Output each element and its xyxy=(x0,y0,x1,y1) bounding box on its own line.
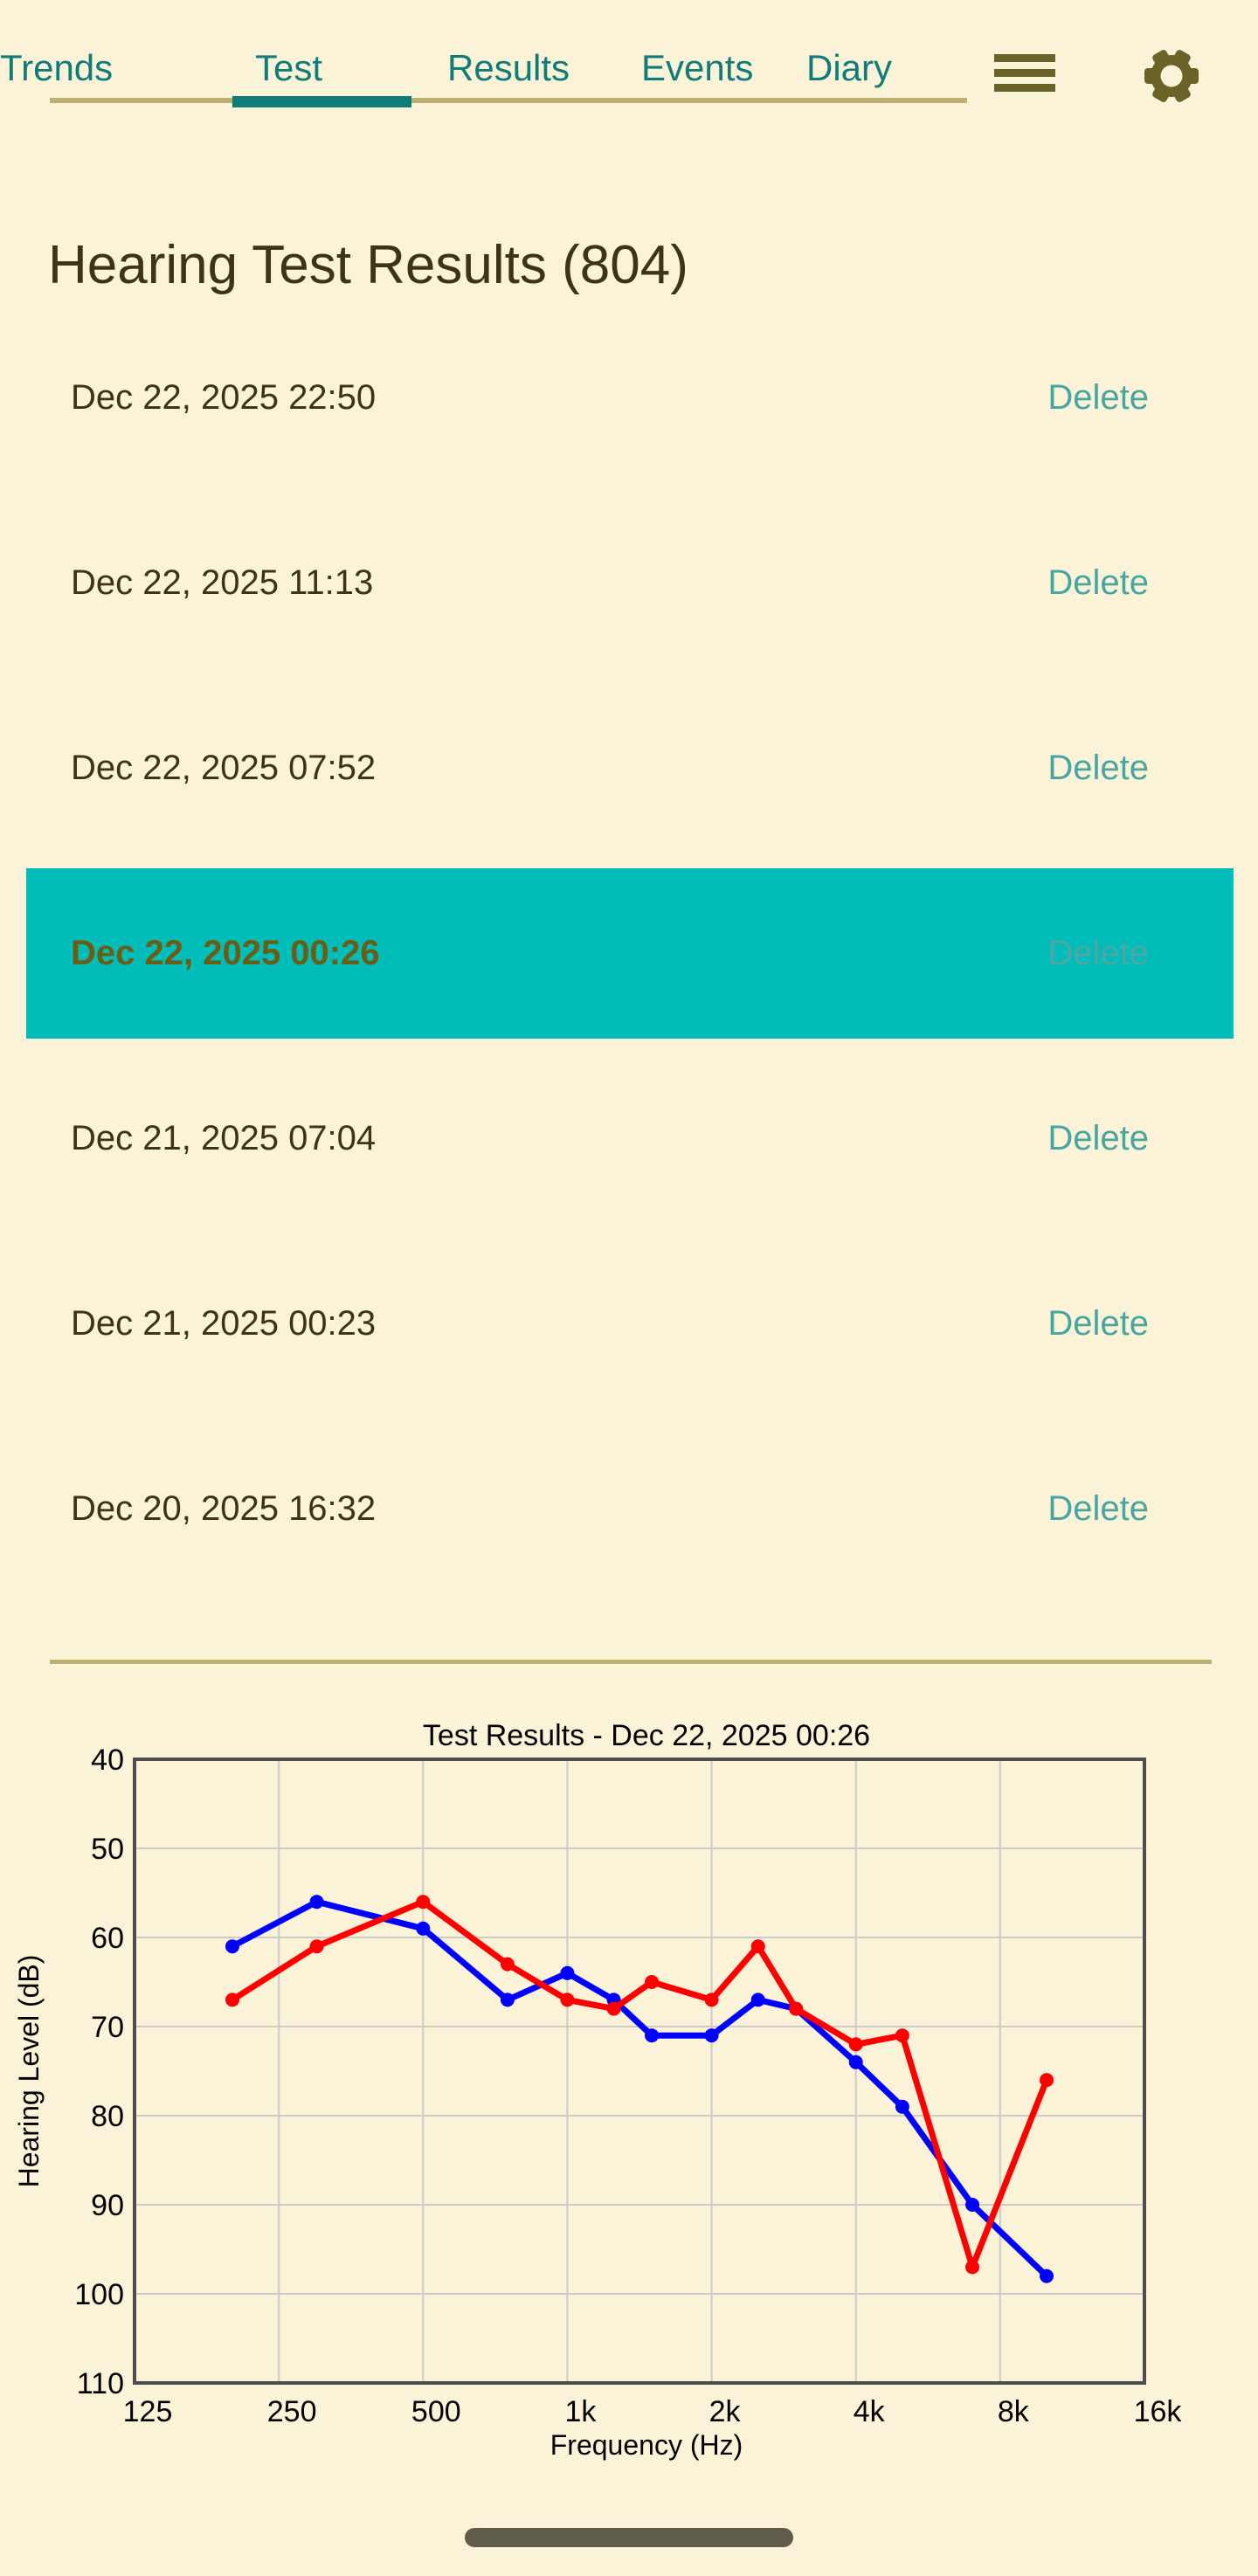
tab-trends[interactable]: Trends xyxy=(0,47,114,88)
result-row-selected[interactable]: Dec 22, 2025 00:26 Delete xyxy=(26,868,1234,1039)
delete-button[interactable]: Delete xyxy=(1047,563,1149,602)
delete-button[interactable]: Delete xyxy=(1047,1489,1149,1528)
red-line-point xyxy=(1040,2073,1054,2088)
delete-button[interactable]: Delete xyxy=(1047,378,1149,417)
tab-diary[interactable]: Diary xyxy=(806,47,893,88)
results-list: Dec 22, 2025 22:50 Delete Dec 22, 2025 1… xyxy=(26,313,1234,1609)
blue-line-point xyxy=(309,1895,324,1910)
tab-bar: Test Results Events Diary Trends xyxy=(0,0,1258,114)
x-tick-label: 4k xyxy=(854,2395,886,2428)
result-date: Dec 22, 2025 11:13 xyxy=(71,563,374,602)
blue-line-point xyxy=(704,2028,719,2043)
delete-button[interactable]: Delete xyxy=(1047,1119,1149,1157)
blue-line xyxy=(231,1898,1049,2279)
blue-line-point xyxy=(645,2028,660,2043)
x-tick-label: 1k xyxy=(564,2395,597,2428)
red-line-point xyxy=(750,1939,765,1954)
delete-button[interactable]: Delete xyxy=(1047,1304,1149,1343)
result-date: Dec 21, 2025 00:23 xyxy=(71,1304,377,1343)
menu-bar xyxy=(994,69,1055,77)
y-tick-label: 90 xyxy=(91,2189,124,2222)
blue-line-point xyxy=(848,2055,863,2069)
result-row[interactable]: Dec 20, 2025 16:32 Delete xyxy=(26,1424,1234,1594)
result-row[interactable]: Dec 22, 2025 07:52 Delete xyxy=(26,683,1234,853)
red-line-point xyxy=(704,1992,719,2007)
y-tick-label: 40 xyxy=(91,1744,124,1777)
x-tick-label: 2k xyxy=(709,2395,742,2428)
y-tick-label: 70 xyxy=(91,2011,124,2044)
delete-button[interactable]: Delete xyxy=(1047,749,1149,787)
delete-button[interactable]: Delete xyxy=(1047,934,1149,972)
home-indicator[interactable] xyxy=(465,2528,793,2547)
y-tick-label: 60 xyxy=(91,1922,124,1955)
settings-gear-icon[interactable] xyxy=(1141,44,1202,108)
blue-line-point xyxy=(1040,2269,1054,2283)
blue-line-point xyxy=(225,1939,239,1954)
y-tick-label: 110 xyxy=(77,2367,124,2400)
y-tick-label: 80 xyxy=(91,2100,124,2133)
y-tick-label: 50 xyxy=(91,1833,124,1866)
blue-line-point xyxy=(965,2198,980,2212)
result-row[interactable]: Dec 21, 2025 07:04 Delete xyxy=(26,1053,1234,1224)
menu-bar xyxy=(994,54,1055,62)
y-axis-title: Hearing Level (dB) xyxy=(13,1955,45,2188)
tab-test[interactable]: Test xyxy=(255,47,323,88)
red-line-point xyxy=(500,1957,515,1972)
result-date: Dec 22, 2025 22:50 xyxy=(71,378,377,417)
y-tick-label: 100 xyxy=(74,2278,124,2311)
tab-results[interactable]: Results xyxy=(447,47,570,88)
blue-line-point xyxy=(416,1921,431,1936)
blue-line-point xyxy=(500,1992,515,2007)
result-date: Dec 20, 2025 16:32 xyxy=(71,1489,377,1528)
page-title: Hearing Test Results (804) xyxy=(48,235,688,295)
x-tick-label: 250 xyxy=(267,2395,317,2428)
red-line-point xyxy=(965,2260,980,2275)
selected-tab-indicator xyxy=(232,96,411,107)
result-date: Dec 22, 2025 00:26 xyxy=(71,934,380,972)
result-row[interactable]: Dec 21, 2025 00:23 Delete xyxy=(26,1239,1234,1409)
blue-line-point xyxy=(750,1992,765,2007)
menu-bar xyxy=(994,84,1055,92)
gear-icon xyxy=(1144,50,1199,102)
result-date: Dec 21, 2025 07:04 xyxy=(71,1119,377,1157)
audiogram-chart: Test Results - Dec 22, 2025 00:26 40 50 60 7… xyxy=(13,1719,1183,2461)
x-axis-title: Frequency (Hz) xyxy=(550,2429,743,2461)
menu-icon[interactable] xyxy=(994,54,1055,95)
blue-line-point xyxy=(560,1965,575,1980)
result-date: Dec 22, 2025 07:52 xyxy=(71,749,377,787)
x-tick-label: 500 xyxy=(411,2395,461,2428)
red-line-point xyxy=(416,1895,431,1910)
red-line-point xyxy=(309,1939,324,1954)
red-line-point xyxy=(895,2028,909,2043)
chart-title: Test Results - Dec 22, 2025 00:26 xyxy=(423,1719,870,1752)
plot-border xyxy=(133,1758,1146,2385)
tab-events[interactable]: Events xyxy=(641,47,754,88)
result-row[interactable]: Dec 22, 2025 11:13 Delete xyxy=(26,498,1234,668)
red-line-point xyxy=(789,2001,804,2016)
result-row[interactable]: Dec 22, 2025 22:50 Delete xyxy=(26,313,1234,483)
red-line-point xyxy=(225,1992,239,2007)
x-tick-label: 125 xyxy=(123,2395,173,2428)
blue-line-point xyxy=(895,2099,909,2114)
red-line xyxy=(231,1898,1050,2270)
x-tick-label: 8k xyxy=(998,2395,1030,2428)
tab-bar-underline xyxy=(50,98,967,103)
red-line-point xyxy=(606,2001,621,2016)
section-divider xyxy=(50,1660,1212,1664)
red-line-point xyxy=(848,2037,863,2052)
x-tick-label: 16k xyxy=(1134,2395,1183,2428)
red-line-point xyxy=(560,1992,575,2007)
red-line-point xyxy=(645,1975,660,1989)
